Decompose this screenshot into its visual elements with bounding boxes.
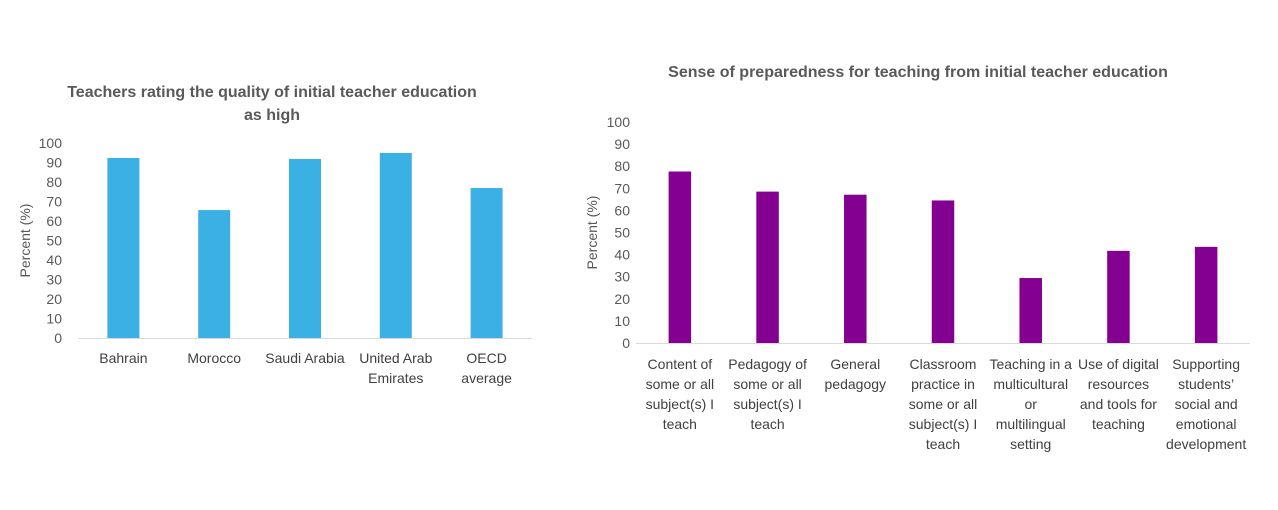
x-tick-label: Pedagogy of — [728, 356, 807, 372]
x-tick-label: some or all — [909, 396, 977, 412]
x-tick-label: Content of — [648, 356, 713, 372]
chart-title: Sense of preparedness for teaching from … — [668, 64, 1168, 81]
x-tick-label: multicultural — [993, 376, 1068, 392]
bar — [1019, 278, 1042, 343]
x-tick-label: emotional — [1176, 416, 1237, 432]
y-tick-label: 40 — [46, 252, 62, 268]
y-tick-label: 60 — [46, 213, 62, 229]
x-tick-label: Teaching in a — [989, 356, 1072, 372]
bar — [1194, 246, 1218, 343]
y-tick-label: 30 — [614, 269, 630, 285]
y-tick-label: 100 — [607, 114, 631, 130]
chart-title: as high — [244, 107, 300, 124]
y-tick-label: 90 — [614, 136, 630, 152]
x-tick-label: teach — [663, 416, 697, 432]
x-tick-label: General — [830, 356, 880, 372]
y-tick-label: 100 — [39, 135, 63, 151]
x-tick-label: and tools for — [1080, 396, 1157, 412]
x-tick-label: some or all — [646, 376, 714, 392]
x-tick-label: average — [461, 370, 512, 386]
bar — [668, 171, 692, 343]
x-tick-label: Bahrain — [99, 350, 147, 366]
x-tick-label: subject(s) I — [909, 416, 977, 432]
x-tick-label: students’ — [1178, 376, 1234, 392]
x-tick-label: pedagogy — [825, 376, 887, 392]
x-tick-label: teach — [750, 416, 784, 432]
y-tick-label: 10 — [46, 311, 62, 327]
y-tick-label: 30 — [46, 272, 62, 288]
y-tick-label: 60 — [614, 202, 630, 218]
x-tick-label: Emirates — [368, 370, 423, 386]
bar — [844, 194, 867, 343]
y-tick-label: 20 — [614, 291, 630, 307]
x-tick-label: Morocco — [187, 350, 241, 366]
x-tick-label: teaching — [1092, 416, 1145, 432]
x-tick-label: OECD — [466, 350, 506, 366]
x-tick-label: Supporting — [1172, 356, 1240, 372]
y-tick-label: 80 — [614, 158, 630, 174]
bar — [1107, 250, 1130, 343]
y-axis-label: Percent (%) — [17, 204, 33, 278]
x-tick-label: development — [1166, 436, 1246, 452]
y-tick-label: 70 — [46, 194, 62, 210]
x-tick-label: teach — [926, 436, 960, 452]
x-tick-label: resources — [1088, 376, 1149, 392]
chart-2: Sense of preparedness for teaching from … — [584, 64, 1250, 452]
bar — [379, 152, 412, 338]
chart-title: Teachers rating the quality of initial t… — [67, 84, 477, 101]
y-tick-label: 70 — [614, 180, 630, 196]
y-tick-label: 90 — [46, 155, 62, 171]
y-tick-label: 50 — [46, 233, 62, 249]
y-tick-label: 50 — [614, 225, 630, 241]
x-tick-label: Classroom — [910, 356, 977, 372]
x-tick-label: some or all — [733, 376, 801, 392]
x-tick-label: subject(s) I — [646, 396, 714, 412]
x-tick-label: or — [1024, 396, 1037, 412]
x-tick-label: multilingual — [996, 416, 1066, 432]
x-tick-label: practice in — [911, 376, 975, 392]
bar — [756, 191, 779, 343]
x-tick-label: subject(s) I — [733, 396, 801, 412]
bar — [289, 158, 321, 338]
bar — [931, 200, 955, 343]
x-tick-label: setting — [1010, 436, 1051, 452]
y-tick-label: 0 — [54, 330, 62, 346]
bar — [107, 158, 140, 338]
y-axis-label: Percent (%) — [584, 196, 600, 270]
chart-1: Teachers rating the quality of initial t… — [17, 84, 532, 386]
y-tick-label: 10 — [614, 313, 630, 329]
bar — [198, 210, 231, 338]
y-tick-label: 80 — [46, 174, 62, 190]
x-tick-label: Use of digital — [1078, 356, 1159, 372]
y-tick-label: 0 — [622, 335, 630, 351]
x-tick-label: social and — [1175, 396, 1238, 412]
x-tick-label: United Arab — [359, 350, 432, 366]
y-tick-label: 40 — [614, 247, 630, 263]
x-tick-label: Saudi Arabia — [265, 350, 345, 366]
bar — [470, 188, 503, 338]
y-tick-label: 20 — [46, 291, 62, 307]
